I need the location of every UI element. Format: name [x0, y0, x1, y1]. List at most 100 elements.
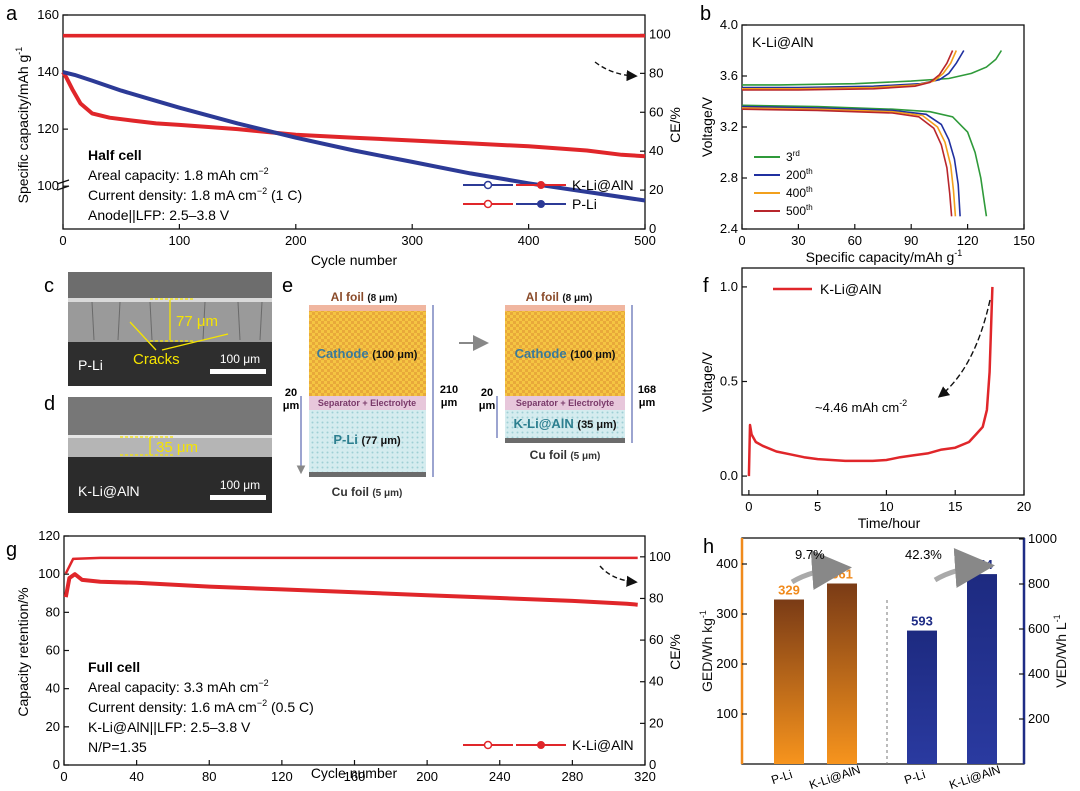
y2-tick-label: 1000: [1028, 531, 1057, 546]
sem-background: [68, 272, 272, 298]
legend-marker: [483, 740, 493, 750]
x-tick-label: 90: [904, 233, 918, 248]
panel-f-x-label: Time/hour: [858, 515, 921, 531]
panel-g-info-line: Current density: 1.6 mA cm−2 (0.5 C): [88, 698, 314, 715]
y2-tick-label: 80: [649, 65, 663, 80]
panel-a-axis-break: [56, 185, 70, 191]
y-tick-label: 0.5: [720, 374, 738, 389]
y-tick-label: 3.6: [720, 68, 738, 83]
y-tick-label: 2.4: [720, 221, 738, 236]
legend-marker: [537, 741, 545, 749]
panel-g-letter: g: [6, 539, 17, 561]
panel-g-info-line: N/P=1.35: [88, 739, 147, 755]
panel-g-info-title: Full cell: [88, 659, 140, 675]
panel-c-cracks: Cracks: [133, 351, 180, 368]
scale-bar: [210, 495, 266, 500]
cu-foil-layer: [505, 438, 625, 443]
y2-tick-label: 200: [1028, 711, 1050, 726]
y2-tick-label: 0: [649, 757, 656, 772]
cu-foil-label: Cu foil (5 μm): [332, 485, 403, 499]
category-label: K-Li@AlN: [947, 762, 1002, 791]
al-foil-label: Al foil (8 μm): [526, 290, 593, 304]
dim-small: 20: [481, 387, 493, 399]
series-line: [63, 572, 638, 607]
bar: [907, 630, 937, 764]
panel-g-ce-arrow: [599, 565, 638, 587]
crack-pointer: [161, 333, 229, 351]
charge-curve: [742, 50, 1003, 86]
panel-h-growth-arrow: [790, 550, 852, 590]
panel-f-letter: f: [703, 275, 709, 297]
panel-g-info-line: Areal capacity: 3.3 mAh cm−2: [88, 678, 269, 695]
bar: [967, 574, 997, 764]
panel-h-pct-right: 42.3%: [905, 547, 942, 562]
bar-value-label: 329: [778, 583, 800, 598]
panel-a-info-title: Half cell: [88, 147, 142, 163]
panel-h-letter: h: [703, 536, 714, 558]
x-tick-label: 60: [848, 233, 862, 248]
y-tick-label: 20: [46, 719, 60, 734]
y2-tick-label: 60: [649, 632, 663, 647]
dim-big-unit: μm: [441, 397, 458, 409]
x-tick-label: 20: [1017, 499, 1031, 514]
panel-g-info-line: K-Li@AlN||LFP: 2.5–3.8 V: [88, 719, 251, 735]
y-tick-label: 0.0: [720, 468, 738, 483]
separator-label: Separator + Electrolyte: [516, 398, 614, 408]
panel-h-y-label: GED/Wh kg-1: [698, 610, 715, 692]
anode-layer: [309, 410, 426, 472]
x-tick-label: 10: [879, 499, 893, 514]
panel-d-letter: d: [44, 393, 55, 415]
y-tick-label: 40: [46, 681, 60, 696]
panel-d-sample-label: K-Li@AlN: [78, 483, 140, 499]
y-tick-label: 60: [46, 643, 60, 658]
panel-g-x-label: Cycle number: [311, 765, 398, 781]
dim-big-unit: μm: [639, 397, 656, 409]
legend-marker: [537, 181, 545, 189]
y-tick-label: 140: [37, 64, 59, 79]
x-tick-label: 200: [416, 769, 438, 784]
voltage-curve: [747, 286, 994, 477]
panel-f-y-label: Voltage/V: [699, 351, 715, 412]
panel-c-sample-label: P-Li: [78, 357, 103, 373]
x-tick-label: 160: [344, 769, 366, 784]
x-tick-label: 400: [518, 233, 540, 248]
panel-b-x-label: Specific capacity/mAh g-1: [806, 248, 963, 265]
al-foil-layer: [505, 305, 625, 311]
panel-g-legend: K-Li@AlN: [463, 737, 634, 753]
y2-tick-label: 40: [649, 674, 663, 689]
panel-d-scale-label: 100 μm: [220, 478, 260, 492]
y-tick-label: 100: [37, 178, 59, 193]
x-tick-label: 0: [59, 233, 66, 248]
category-label: K-Li@AlN: [807, 762, 862, 791]
panel-c-scale-label: 100 μm: [220, 352, 260, 366]
panel-g-y2-label: CE/%: [667, 634, 683, 670]
anode-label: K-Li@AlN (35 μm): [513, 416, 616, 431]
cathode-label: Cathode (100 μm): [515, 346, 616, 361]
legend-label-pli: P-Li: [572, 196, 597, 212]
x-tick-label: 300: [401, 233, 423, 248]
y-tick-label: 3.2: [720, 119, 738, 134]
x-tick-label: 40: [129, 769, 143, 784]
x-tick-label: 500: [634, 233, 656, 248]
panel-e: e Al foil (8 μm) Cathode (100 μm) Separa…: [282, 275, 656, 499]
legend-label: 500th: [786, 203, 813, 218]
panel-b-title: K-Li@AlN: [752, 34, 814, 50]
panel-f-arrow: [937, 299, 991, 398]
y-tick-label: 1.0: [720, 279, 738, 294]
panel-a-legend: K-Li@AlN P-Li: [463, 177, 634, 212]
y-tick-label: 120: [37, 121, 59, 136]
y2-tick-label: 80: [649, 590, 663, 605]
discharge-curve: [741, 104, 988, 217]
panel-h-pct-left: 9.7%: [795, 547, 825, 562]
panel-d: d 35 μm K-Li@AlN 100 μm: [44, 393, 272, 513]
dim-small: 20: [285, 387, 297, 399]
panel-c-letter: c: [44, 275, 54, 297]
sem-substrate: [68, 457, 272, 513]
sem-background: [68, 397, 272, 435]
y2-tick-label: 600: [1028, 621, 1050, 636]
y-tick-label: 4.0: [720, 17, 738, 32]
panel-h: h GED/Wh kg-1 VED/Wh L-1 100 200 300 400 200…: [698, 531, 1069, 791]
y-tick-label: 300: [716, 606, 738, 621]
bar-value-label: 593: [911, 614, 933, 629]
